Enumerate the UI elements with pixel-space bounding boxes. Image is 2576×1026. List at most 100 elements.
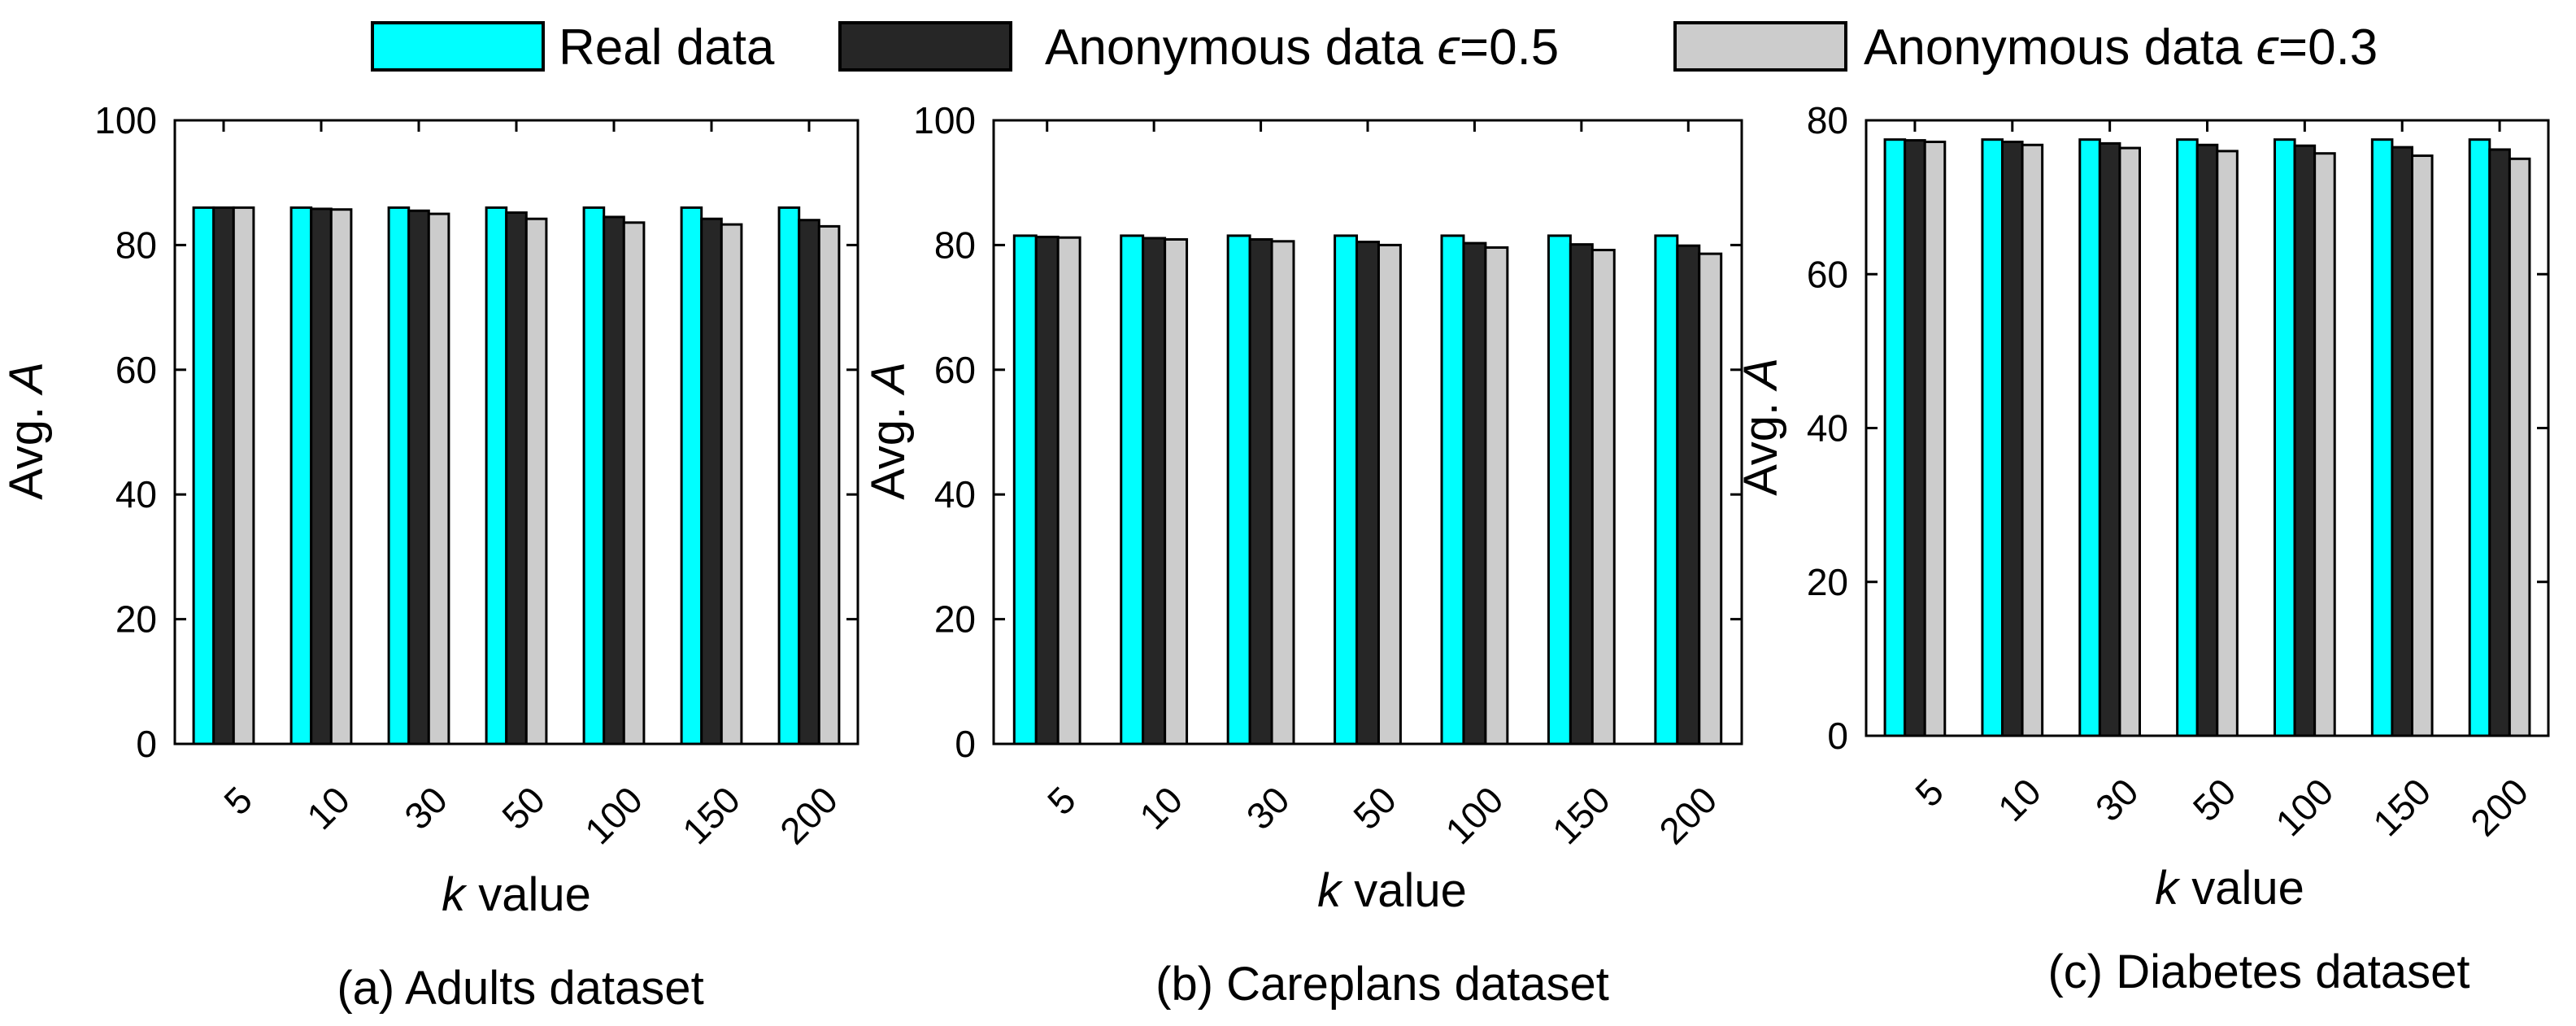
bar-5-series-1: [1883, 138, 1907, 737]
bar-10-series-1: [1981, 138, 2004, 737]
bar-200-series-3: [817, 224, 841, 746]
x-tick-label: 100: [1437, 778, 1511, 852]
bar-50-series-3: [2216, 150, 2239, 737]
legend-label: Anonymous data ϵ=0.3: [1864, 20, 2378, 76]
y-tick-label: 0: [955, 723, 976, 765]
bar-50-series-2: [505, 211, 528, 746]
bar-30-series-2: [1248, 237, 1273, 746]
bar-5-series-3: [232, 206, 255, 746]
legend-swatch: [1673, 21, 1847, 72]
legend-swatch: [838, 21, 1012, 72]
chart-caption: (b) Careplans dataset: [1155, 958, 1609, 1011]
x-tick-label: 50: [494, 778, 553, 837]
legend-label: Real data: [559, 20, 775, 76]
x-tick-label: 30: [2087, 770, 2147, 829]
chart-2: 0 20 40 60 80 100 5 10 30 50 100 150 200 Avg. A k valu…: [862, 99, 1743, 1011]
bar-100-series-2: [1462, 241, 1487, 746]
y-tick-label: 20: [1807, 561, 1848, 603]
legend-swatch: [371, 21, 545, 72]
y-axis-label: Avg. A: [1734, 358, 1787, 496]
y-tick-label: 60: [934, 349, 976, 391]
bar-10-series-2: [1142, 237, 1167, 746]
bar-50-series-3: [1377, 243, 1402, 746]
x-axis-label: k value: [442, 868, 591, 921]
bar-30-series-3: [1270, 240, 1295, 746]
bar-10-series-3: [2021, 143, 2044, 737]
bar-150-series-1: [1547, 234, 1572, 746]
bar-200-series-3: [1698, 252, 1723, 746]
y-axis-label: Avg. A: [862, 362, 915, 500]
x-tick-label: 5: [1907, 770, 1952, 815]
y-tick-label: 80: [1807, 99, 1848, 141]
bar-150-series-2: [700, 217, 723, 746]
bar-150-series-3: [1590, 249, 1616, 746]
bar-10-series-1: [289, 206, 313, 746]
y-tick-label: 80: [115, 224, 157, 266]
y-tick-label: 100: [913, 99, 976, 141]
chart-1: 0 20 40 60 80 100 5 10 30 50 100 150 200 Avg. A k valu…: [0, 99, 859, 1015]
y-tick-label: 100: [94, 99, 157, 141]
x-axis-label: k value: [2155, 862, 2304, 915]
bar-100-series-3: [622, 221, 646, 746]
bar-100-series-1: [1440, 234, 1465, 746]
y-tick-label: 20: [934, 598, 976, 641]
x-tick-label: 100: [577, 778, 651, 852]
x-tick-label: 50: [2185, 770, 2244, 829]
x-tick-label: 10: [1131, 778, 1190, 837]
bar-150-series-3: [720, 223, 743, 746]
bar-30-series-1: [1226, 234, 1251, 746]
x-tick-label: 150: [674, 778, 748, 852]
bar-50-series-1: [485, 206, 508, 746]
bar-100-series-3: [1484, 246, 1509, 746]
bar-150-series-1: [2370, 138, 2394, 737]
chart-caption: (c) Diabetes dataset: [2047, 946, 2469, 998]
bar-100-series-3: [2313, 152, 2336, 737]
bar-100-series-2: [603, 215, 625, 746]
y-tick-label: 20: [115, 598, 157, 641]
y-tick-label: 40: [1807, 407, 1848, 450]
bar-150-series-1: [680, 206, 703, 746]
y-tick-label: 60: [1807, 253, 1848, 295]
bar-10-series-3: [1164, 237, 1189, 746]
bar-150-series-2: [2391, 146, 2413, 737]
bar-50-series-1: [1334, 234, 1359, 746]
bar-100-series-2: [2293, 144, 2317, 737]
chart-3: 0 20 40 60 80 5 10 30 50 100 150 200 Avg. A k value (c…: [1734, 99, 2550, 998]
bar-5-series-3: [1056, 236, 1081, 746]
bar-200-series-2: [798, 219, 820, 746]
bar-200-series-2: [1676, 244, 1701, 746]
bar-10-series-1: [1120, 234, 1145, 746]
y-tick-label: 80: [934, 224, 976, 266]
bar-50-series-2: [1355, 241, 1380, 746]
y-tick-label: 40: [934, 473, 976, 515]
bar-10-series-3: [329, 208, 353, 746]
bar-5-series-2: [212, 206, 235, 746]
bar-50-series-2: [2195, 143, 2219, 737]
y-tick-label: 40: [115, 473, 157, 515]
y-tick-label: 0: [1827, 715, 1848, 757]
bar-150-series-3: [2410, 154, 2434, 737]
bar-5-series-2: [1904, 139, 1926, 737]
bar-10-series-2: [310, 207, 333, 746]
bar-200-series-1: [1654, 234, 1679, 746]
x-tick-label: 30: [396, 778, 455, 837]
bar-10-series-2: [2001, 140, 2024, 737]
x-tick-label: 10: [1990, 770, 2049, 829]
x-tick-label: 200: [772, 778, 846, 852]
x-tick-label: 200: [1651, 778, 1725, 852]
x-tick-label: 10: [298, 778, 358, 837]
y-tick-label: 60: [115, 349, 157, 391]
bar-150-series-2: [1569, 243, 1594, 746]
x-axis-label: k value: [1317, 864, 1467, 917]
bar-5-series-1: [1012, 234, 1038, 746]
bar-30-series-2: [407, 209, 430, 746]
x-tick-label: 150: [1544, 778, 1618, 852]
x-tick-label: 30: [1238, 778, 1298, 837]
chart-caption: (a) Adults dataset: [337, 962, 703, 1015]
bar-30-series-1: [387, 206, 411, 746]
bar-30-series-2: [2098, 141, 2121, 737]
y-axis-label: Avg. A: [0, 362, 53, 500]
bar-100-series-1: [2274, 138, 2296, 737]
x-tick-label: 5: [1039, 778, 1084, 823]
